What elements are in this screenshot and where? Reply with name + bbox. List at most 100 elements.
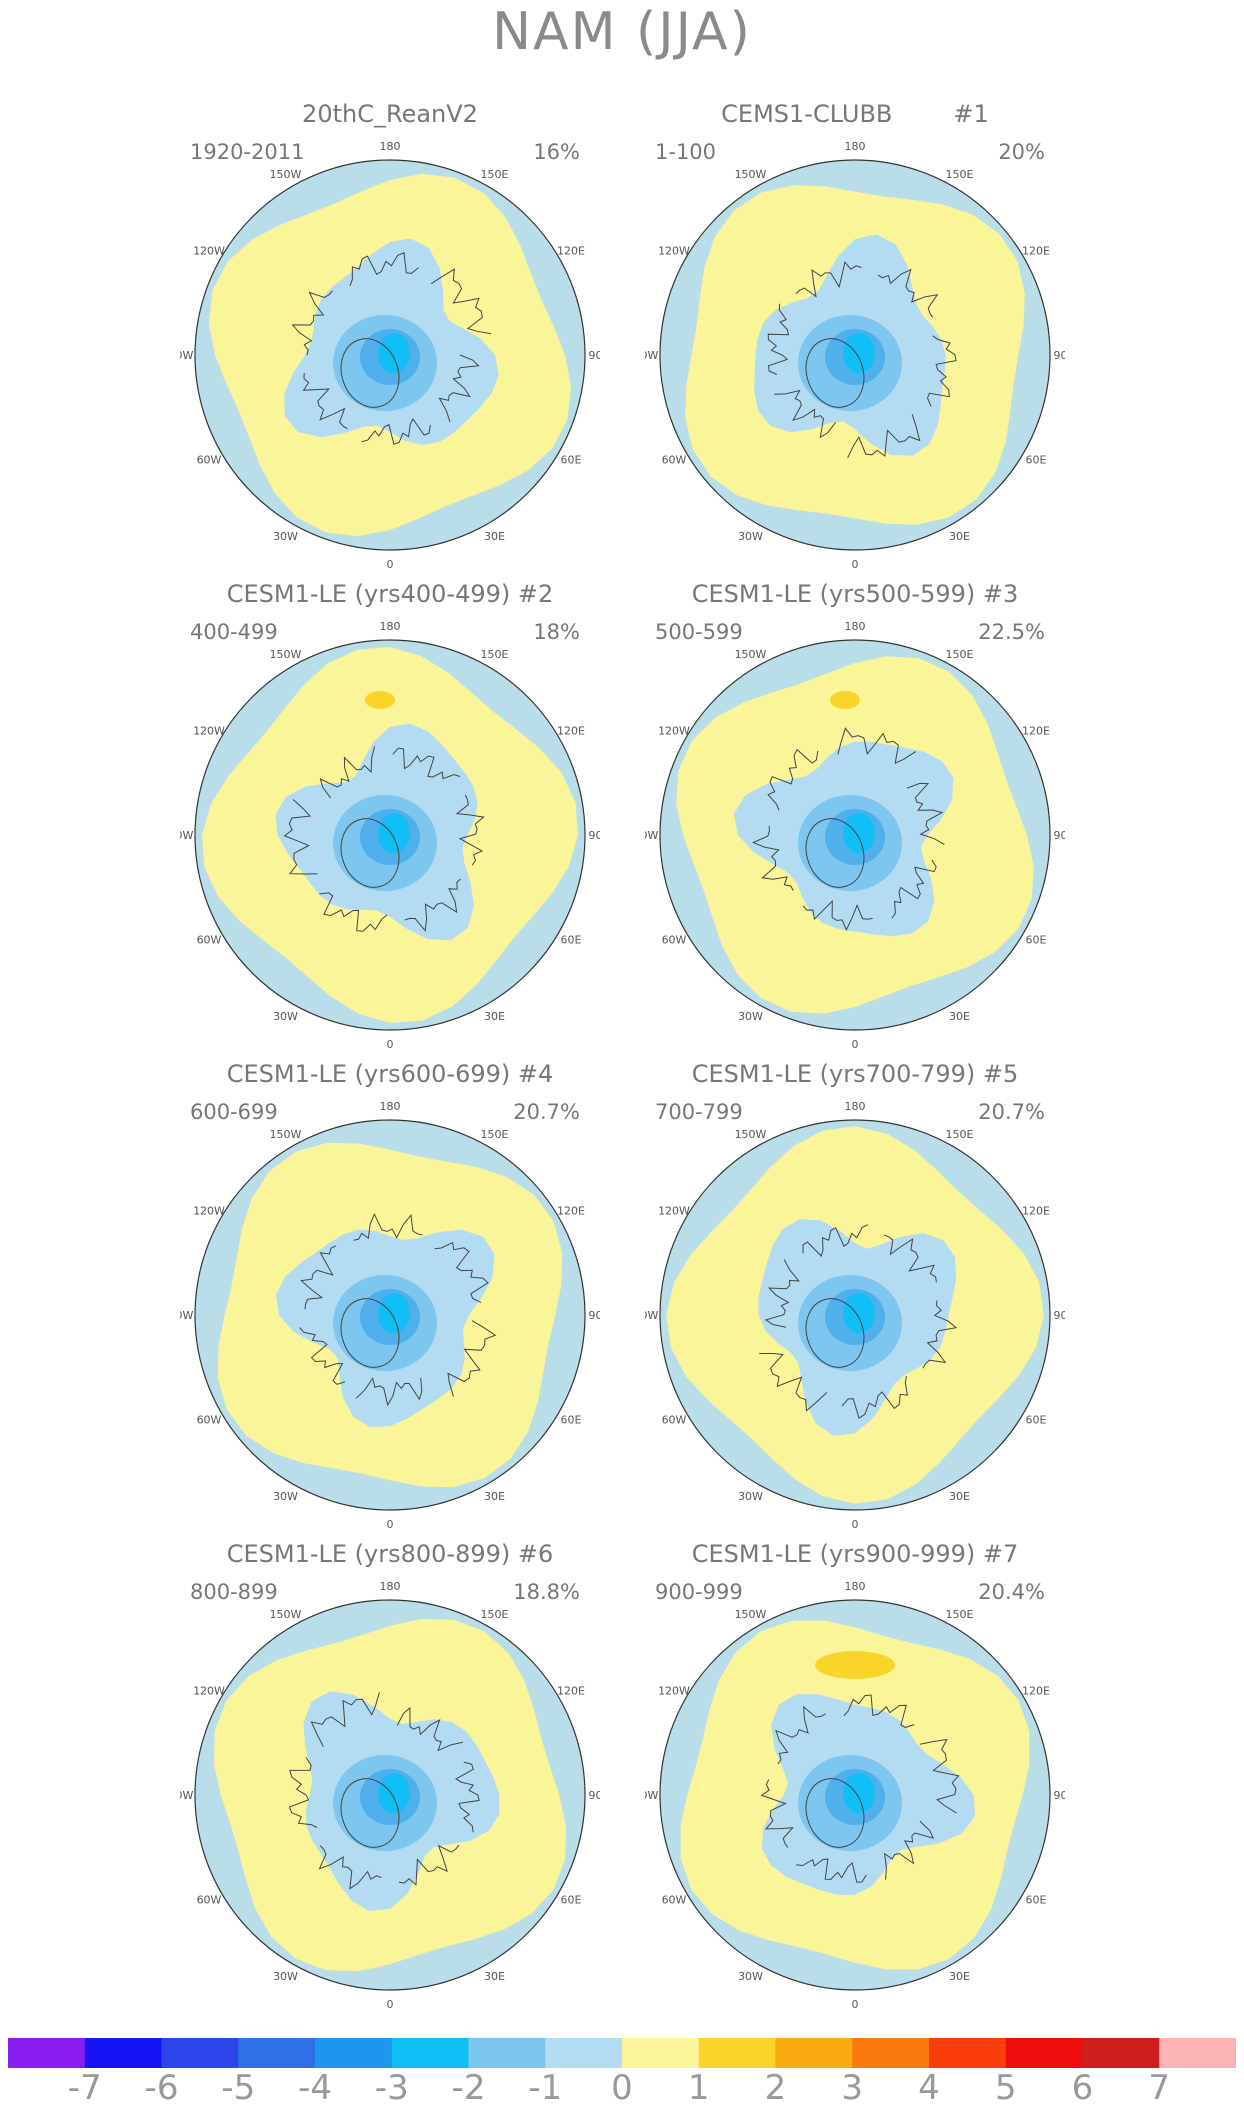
longitude-label: 30W bbox=[273, 1010, 298, 1023]
longitude-label: 150E bbox=[481, 168, 509, 181]
map-field bbox=[660, 640, 1050, 1030]
colorbar-tick-label: 4 bbox=[918, 2068, 940, 2108]
map-panel: CESM1-LE (yrs800-899) #6 800-899 18.8% 180 1… bbox=[180, 1540, 600, 2010]
negative-center bbox=[378, 333, 410, 373]
longitude-label: 90E bbox=[589, 1789, 600, 1802]
colorbar-swatch bbox=[1159, 2038, 1236, 2068]
polar-map: 180 150E 120E 90E 60E 30E 0 30W 60W 90W 120W 150W bbox=[645, 1100, 1065, 1530]
longitude-label: 150E bbox=[946, 1608, 974, 1621]
longitude-label: 150E bbox=[946, 168, 974, 181]
colorbar-swatch bbox=[545, 2038, 623, 2068]
longitude-label: 90E bbox=[1054, 1789, 1065, 1802]
longitude-label: 90W bbox=[180, 1789, 194, 1802]
colorbar-tick-label: -4 bbox=[298, 2068, 332, 2108]
longitude-label: 150E bbox=[946, 1128, 974, 1141]
longitude-label: 120E bbox=[557, 1685, 585, 1698]
longitude-label: 0 bbox=[387, 558, 394, 570]
coastline bbox=[767, 748, 819, 811]
colorbar-swatch bbox=[161, 2038, 239, 2068]
negative-center bbox=[378, 813, 410, 853]
colorbar-tick-label: -6 bbox=[144, 2068, 179, 2108]
panel-variance: 18.8% bbox=[513, 1580, 580, 1604]
longitude-label: 60E bbox=[1026, 454, 1047, 467]
longitude-label: 120W bbox=[658, 1205, 690, 1218]
panel-title: CESM1-LE (yrs800-899) #6 bbox=[226, 1540, 554, 1568]
colorbar-swatch bbox=[622, 2038, 700, 2068]
coastline bbox=[775, 1705, 826, 1765]
polar-map: 180 150E 120E 90E 60E 30E 0 30W 60W 90W 120W 150W bbox=[645, 1580, 1065, 2010]
map-boundary bbox=[659, 639, 1051, 1031]
colorbar-swatch bbox=[468, 2038, 546, 2068]
longitude-label: 150W bbox=[735, 648, 767, 661]
colorbar-tick-label: 3 bbox=[841, 2068, 864, 2108]
coastline bbox=[288, 1757, 318, 1828]
longitude-label: 90E bbox=[1054, 829, 1065, 842]
longitude-label: 30E bbox=[949, 1010, 970, 1023]
coastline bbox=[455, 794, 485, 866]
colorbar-tick-label: 7 bbox=[1148, 2068, 1171, 2108]
map-field bbox=[195, 160, 585, 550]
longitude-label: 150W bbox=[735, 168, 767, 181]
longitude-label: 60E bbox=[561, 1414, 582, 1427]
colorbar-tick-label: -2 bbox=[451, 2068, 486, 2108]
coastline bbox=[752, 825, 794, 891]
colorbar-labels: -7 -6 -5 -4 -3 -2 -1 0 1 2 3 4 5 6 7 bbox=[0, 2068, 1244, 2113]
negative-center bbox=[378, 1773, 410, 1813]
longitude-label: 30W bbox=[273, 1490, 298, 1503]
longitude-label: 0 bbox=[852, 1038, 859, 1050]
coastline bbox=[310, 1692, 380, 1747]
coastline bbox=[802, 899, 873, 932]
longitude-label: 30W bbox=[273, 530, 298, 543]
longitude-label: 60W bbox=[662, 1894, 687, 1907]
colorbar-swatch bbox=[1082, 2038, 1160, 2068]
longitude-label: 90W bbox=[645, 1789, 659, 1802]
negative-center bbox=[843, 333, 875, 373]
longitude-label: 150W bbox=[270, 648, 302, 661]
longitude-label: 120E bbox=[557, 725, 585, 738]
colorbar-tick-label: -1 bbox=[528, 2068, 563, 2108]
coastline bbox=[438, 354, 480, 423]
map-field bbox=[660, 1120, 1050, 1510]
colorbar-tick-label: 6 bbox=[1071, 2068, 1094, 2108]
longitude-label: 60E bbox=[1026, 934, 1047, 947]
longitude-label: 60E bbox=[1026, 1894, 1047, 1907]
coastlines bbox=[299, 1213, 497, 1407]
polar-map: 180 150E 120E 90E 60E 30E 0 30W 60W 90W 120W 150W bbox=[645, 140, 1065, 570]
colorbar-swatch bbox=[775, 2038, 853, 2068]
longitude-label: 90E bbox=[589, 829, 600, 842]
longitude-label: 0 bbox=[852, 558, 859, 570]
negative-center bbox=[843, 1773, 875, 1813]
positive-anomaly bbox=[365, 691, 395, 709]
coastline bbox=[430, 268, 492, 335]
longitude-label: 0 bbox=[387, 1998, 394, 2010]
coastline bbox=[795, 261, 862, 298]
longitude-label: 30E bbox=[949, 1970, 970, 1983]
coastlines bbox=[767, 261, 957, 459]
coastline bbox=[404, 878, 461, 932]
longitude-label: 180 bbox=[845, 1100, 866, 1113]
longitude-label: 30E bbox=[484, 1970, 505, 1983]
coastline bbox=[349, 252, 419, 286]
map-panel: 20thC_ReanV2 1920-2011 16% 180 150E 120E 90E 60… bbox=[180, 100, 600, 570]
colorbar-swatch bbox=[315, 2038, 393, 2068]
colorbar-tick-label: 0 bbox=[611, 2068, 633, 2108]
panel-year-range: 600-699 bbox=[190, 1100, 278, 1124]
map-panel: CESM1-LE (yrs600-699) #4 600-699 20.7% 180 1… bbox=[180, 1060, 600, 1530]
longitude-label: 180 bbox=[845, 1580, 866, 1593]
longitude-label: 180 bbox=[380, 620, 401, 633]
panel-year-range: 500-599 bbox=[655, 620, 743, 644]
longitude-label: 30W bbox=[738, 1010, 763, 1023]
coastline bbox=[883, 1234, 937, 1283]
longitude-label: 120W bbox=[193, 245, 225, 258]
coastlines bbox=[759, 1224, 958, 1419]
longitude-label: 30W bbox=[738, 1970, 763, 1983]
longitude-label: 150E bbox=[481, 1128, 509, 1141]
panel-variance: 20.7% bbox=[978, 1100, 1045, 1124]
longitude-label: 90E bbox=[589, 1309, 600, 1322]
panel-year-range: 700-799 bbox=[655, 1100, 743, 1124]
longitude-label: 150W bbox=[270, 1608, 302, 1621]
longitude-label: 90E bbox=[1054, 349, 1065, 362]
coastline bbox=[906, 782, 945, 846]
longitude-label: 120E bbox=[557, 245, 585, 258]
map-boundary bbox=[659, 1599, 1051, 1991]
